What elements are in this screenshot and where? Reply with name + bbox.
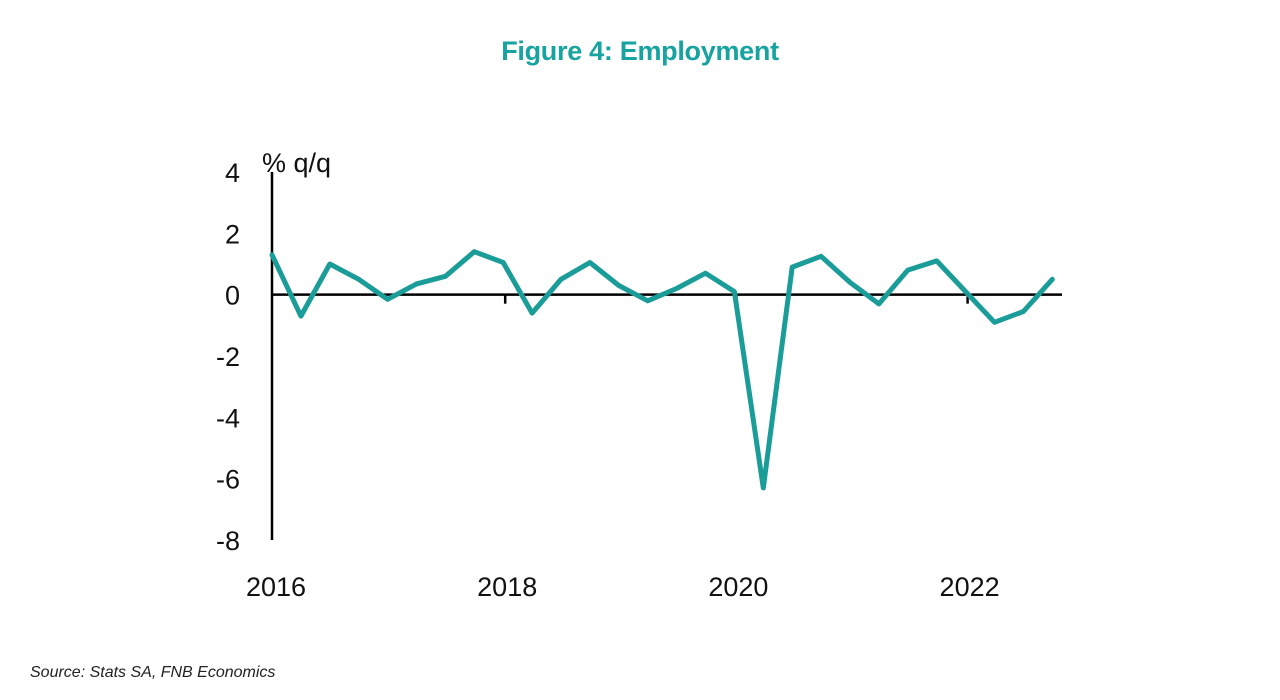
y-tick-label: -6 (216, 465, 240, 495)
plot-area (269, 249, 1055, 491)
x-tick-label: 2018 (477, 572, 537, 602)
y-tick-label: -2 (216, 342, 240, 372)
x-tick-labels: 2016 2018 2020 2022 (246, 572, 1000, 602)
source-note: Source: Stats SA, FNB Economics (30, 664, 276, 681)
y-tick-label: -4 (216, 403, 240, 433)
y-axis-label: % q/q (262, 148, 331, 178)
y-tick-labels: 4 2 0 -2 -4 -6 -8 (216, 158, 240, 556)
y-tick-label: 4 (225, 158, 240, 188)
x-tick-label: 2016 (246, 572, 306, 602)
y-tick-label: 0 (225, 281, 240, 311)
y-tick-label: 2 (225, 219, 240, 249)
y-tick-label: -8 (216, 526, 240, 556)
x-tick-label: 2020 (708, 572, 768, 602)
chart-title: Figure 4: Employment (501, 36, 779, 66)
series-line (269, 249, 1055, 491)
x-tick-label: 2022 (940, 572, 1000, 602)
axes (270, 172, 1062, 540)
